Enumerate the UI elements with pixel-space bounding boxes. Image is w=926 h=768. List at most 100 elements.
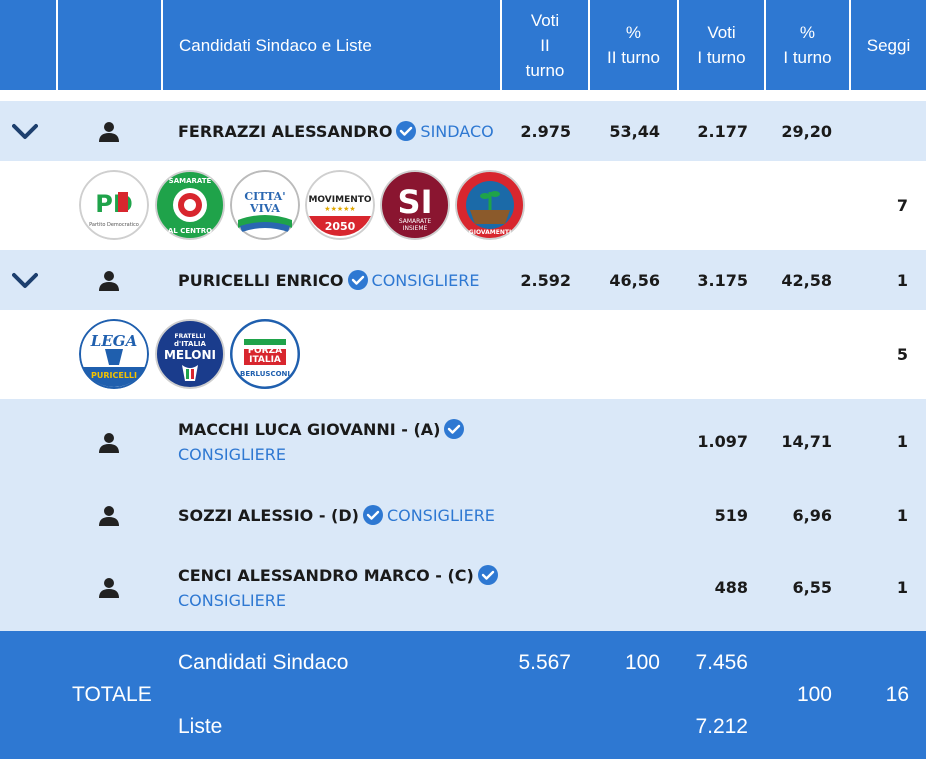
votes-round2: 2.975 [520, 122, 571, 141]
list-seats: 5 [896, 345, 908, 364]
header-candidates: Candidati Sindaco e Liste [179, 35, 372, 55]
verified-check-icon [396, 121, 417, 141]
svg-text:VIVA: VIVA [249, 202, 280, 215]
votes-round1: 3.175 [697, 271, 748, 290]
person-icon [99, 122, 119, 142]
votes-round1: 2.177 [697, 122, 748, 141]
movimento-2050-logo: MOVIMENTO ★★★★★ 2050 [305, 170, 375, 240]
header-pct-round2: % II turno [607, 23, 660, 67]
candidate-role: CONSIGLIERE [178, 591, 286, 610]
list-seats: 7 [896, 196, 908, 215]
svg-text:★★★★★: ★★★★★ [324, 205, 355, 213]
svg-text:SAMARATE: SAMARATE [399, 218, 432, 225]
pct-round1: 6,96 [792, 506, 832, 525]
totals-lists-votes-round1: 7.212 [695, 715, 748, 738]
verified-check-icon [444, 419, 465, 439]
svg-text:FORZA: FORZA [248, 346, 282, 356]
svg-text:BERLUSCONI: BERLUSCONI [240, 370, 290, 378]
table-header: Candidati Sindaco e Liste Voti II turno … [0, 0, 926, 90]
seats: 1 [896, 578, 908, 597]
forza-italia-logo: FORZA ITALIA BERLUSCONI [230, 319, 300, 389]
pd-logo: PD Partito Democratico [79, 170, 149, 240]
votes-round2: 2.592 [520, 271, 571, 290]
person-icon [99, 506, 119, 526]
header-divider [764, 0, 766, 90]
header-seats: Seggi [866, 35, 911, 55]
svg-text:MOVIMENTO: MOVIMENTO [308, 195, 371, 205]
votes-round1: 519 [714, 506, 748, 525]
candidate-row-ferrazzi: FERRAZZI ALESSANDRO SINDACO 2.975 53,44 … [0, 101, 926, 161]
candidate-name-text: MACCHI LUCA GIOVANNI - (A) [178, 419, 441, 439]
svg-text:LEGA: LEGA [90, 332, 137, 350]
svg-text:AL CENTRO: AL CENTRO [168, 227, 212, 235]
other-candidates-section: MACCHI LUCA GIOVANNI - (A) CONSIGLIERE 1… [0, 399, 926, 631]
totals-mayor-pct-round2: 100 [624, 651, 660, 674]
candidate-row-puricelli: PURICELLI ENRICO CONSIGLIERE 2.592 46,56… [0, 250, 926, 310]
giovamenti-logo: GIOVAMENTI [455, 170, 525, 240]
totals-lists-label: Liste [178, 715, 223, 738]
totals-pct-round1: 100 [796, 683, 832, 706]
votes-round1: 488 [714, 578, 748, 597]
seats: 1 [896, 506, 908, 525]
svg-text:CITTA': CITTA' [244, 190, 285, 203]
candidate-role: SINDACO [420, 121, 494, 141]
totals-seats: 16 [885, 683, 909, 706]
pct-round1: 42,58 [781, 271, 832, 290]
candidate-name-text: SOZZI ALESSIO - (D) [178, 505, 359, 525]
header-divider [677, 0, 679, 90]
svg-text:ITALIA: ITALIA [249, 355, 281, 365]
totals-row: TOTALE Candidati Sindaco Liste 5.567 100… [0, 631, 926, 759]
candidate-name-text: CENCI ALESSANDRO MARCO - (C) [178, 565, 474, 585]
candidate-role: CONSIGLIERE [178, 445, 286, 464]
header-votes-round1: Voti I turno [697, 23, 746, 67]
header-divider [56, 0, 58, 90]
verified-check-icon [347, 270, 368, 290]
candidate-name-text: PURICELLI ENRICO [178, 270, 344, 290]
svg-text:PURICELLI: PURICELLI [91, 371, 137, 380]
header-divider [588, 0, 590, 90]
chevron-down-icon[interactable] [12, 123, 38, 141]
person-icon [99, 433, 119, 453]
svg-text:FRATELLI: FRATELLI [175, 333, 206, 340]
votes-round1: 1.097 [697, 432, 748, 451]
header-pct-round1: % I turno [783, 23, 832, 67]
citta-viva-logo: CITTA' VIVA [230, 170, 300, 240]
totals-mayor-label: Candidati Sindaco [178, 651, 349, 674]
candidate-name-text: FERRAZZI ALESSANDRO [178, 121, 393, 141]
chevron-down-icon[interactable] [12, 272, 38, 290]
candidate-role: CONSIGLIERE [386, 505, 495, 525]
seats: 1 [896, 271, 908, 290]
candidate-name: SOZZI ALESSIO - (D) CONSIGLIERE [178, 505, 495, 525]
pct-round2: 53,44 [609, 122, 660, 141]
pct-round1: 29,20 [781, 122, 832, 141]
lists-row-ferrazzi: PD Partito Democratico SAMARATE AL CENTRO … [0, 161, 926, 250]
samarate-al-centro-logo: SAMARATE AL CENTRO [155, 170, 225, 240]
seats: 1 [896, 432, 908, 451]
svg-text:Partito Democratico: Partito Democratico [89, 222, 139, 228]
totals-label: TOTALE [72, 683, 152, 706]
svg-text:2050: 2050 [325, 220, 356, 233]
pct-round1: 14,71 [781, 432, 832, 451]
lists-row-puricelli: LEGA PURICELLI FRATELLI d'ITALIA MELONI FOR… [0, 310, 926, 399]
svg-text:GIOVAMENTI: GIOVAMENTI [469, 229, 511, 236]
totals-mayor-votes-round1: 7.456 [695, 651, 748, 674]
verified-check-icon [477, 565, 498, 585]
svg-text:MELONI: MELONI [164, 348, 216, 362]
svg-text:SI: SI [398, 183, 433, 221]
candidate-name: CENCI ALESSANDRO MARCO - (C) [178, 565, 500, 585]
person-icon [99, 578, 119, 598]
header-divider [500, 0, 502, 90]
header-votes-round2: Voti II turno [525, 10, 565, 80]
candidate-name: FERRAZZI ALESSANDRO SINDACO [178, 121, 494, 141]
header-divider [161, 0, 163, 90]
svg-text:d'ITALIA: d'ITALIA [174, 340, 206, 348]
pct-round1: 6,55 [792, 578, 832, 597]
header-divider [849, 0, 851, 90]
person-icon [99, 271, 119, 291]
candidate-name: PURICELLI ENRICO CONSIGLIERE [178, 270, 480, 290]
si-samarate-insieme-logo: SI SAMARATE INSIEME [380, 170, 450, 240]
lega-logo: LEGA PURICELLI [79, 319, 149, 389]
svg-text:SAMARATE: SAMARATE [169, 177, 212, 185]
fratelli-italia-logo: FRATELLI d'ITALIA MELONI [155, 319, 225, 389]
totals-mayor-votes-round2: 5.567 [518, 651, 571, 674]
